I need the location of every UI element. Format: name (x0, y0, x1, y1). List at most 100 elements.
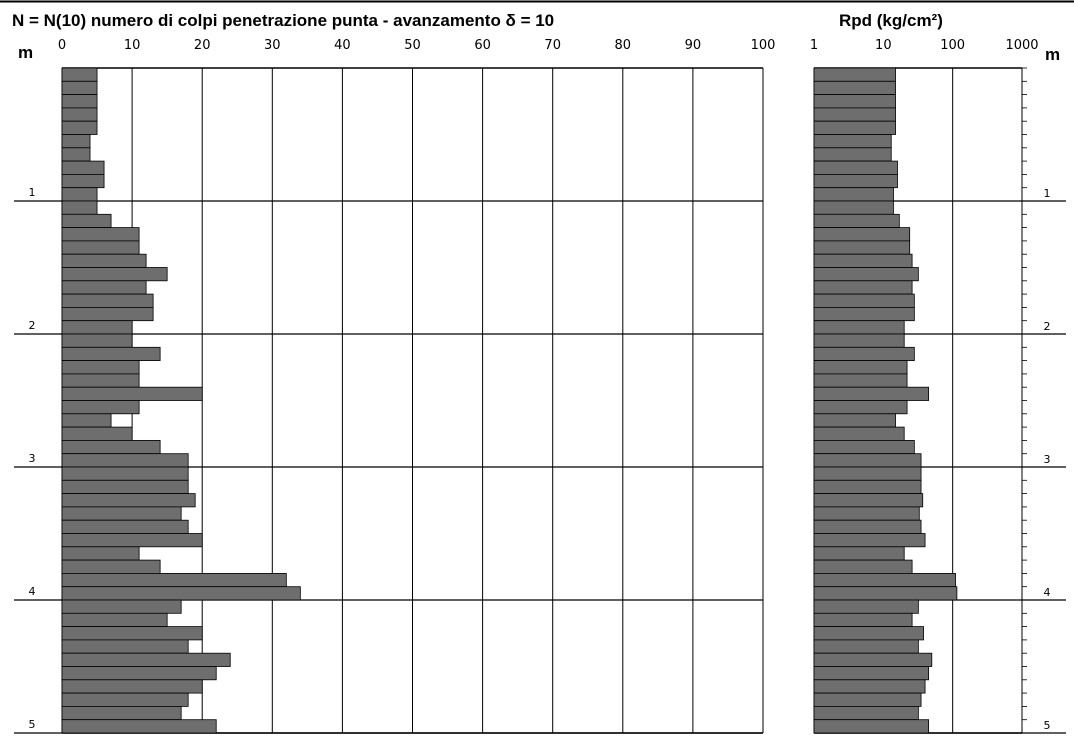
n10-bar (61, 413, 112, 428)
rpd-bar (813, 479, 922, 494)
n10-bar (61, 439, 161, 455)
n10-bar (61, 506, 182, 521)
depth-tick-label: 1 (29, 186, 36, 199)
n10-bar (61, 666, 217, 681)
rpd-bar (813, 267, 919, 282)
n10-bar (61, 107, 98, 122)
depth-tick-label: 5 (29, 718, 36, 731)
n10-bar (61, 253, 147, 268)
rpd-bar (813, 120, 896, 135)
depth-tick-label: 4 (29, 585, 36, 598)
rpd-bar (813, 533, 926, 548)
n10-bar (61, 120, 98, 135)
n10-bar (61, 426, 133, 441)
n10-bar (61, 227, 140, 242)
rpd-bar (813, 519, 922, 534)
rpd-bar (813, 333, 905, 348)
rpd-bar (813, 320, 905, 335)
rpd-bar (813, 147, 892, 162)
left-depth-unit-label: m (18, 43, 33, 62)
rpd-bar (813, 400, 908, 415)
rpd-bar (813, 626, 924, 641)
n10-bar (61, 346, 161, 361)
n10-bar (61, 267, 168, 282)
n10-bar (61, 706, 182, 721)
n10-bar (61, 453, 189, 468)
rpd-bar (813, 559, 913, 574)
rpd-bar (813, 386, 930, 401)
n10-bar (61, 479, 189, 494)
n10-bar (61, 626, 203, 641)
n10-bar (61, 586, 301, 601)
n10-bar (61, 652, 231, 667)
rpd-bar (813, 187, 894, 202)
rpd-bar (813, 586, 958, 601)
rpd-bar (813, 80, 896, 96)
x-tick-label: 0 (58, 38, 66, 53)
x-tick-label: 40 (334, 38, 351, 53)
depth-tick-label: 1 (1044, 187, 1051, 200)
depth-tick-label: 4 (1044, 586, 1051, 599)
n10-bar (61, 599, 182, 614)
rpd-bar (813, 293, 915, 308)
rpd-bar (813, 360, 908, 375)
n10-bar (61, 293, 154, 308)
rpd-bar (813, 253, 913, 268)
depth-tick-label: 3 (29, 452, 36, 465)
n10-bar (61, 373, 140, 388)
x-tick-label: 100 (940, 38, 965, 53)
rpd-bar (813, 426, 905, 441)
n10-bar (61, 533, 203, 548)
rpd-resistance-panel: 1 10 100 1000 1 2 3 4 5 (810, 38, 1066, 734)
n10-bar (61, 719, 217, 734)
rpd-bar (813, 346, 915, 361)
n10-bar (61, 240, 140, 255)
rpd-bar (813, 306, 915, 322)
n10-bar (61, 360, 140, 375)
n10-bar (61, 187, 98, 202)
rpd-bar (813, 67, 896, 82)
x-tick-label: 60 (474, 38, 491, 53)
x-tick-label: 70 (544, 38, 561, 53)
rpd-bar (813, 94, 896, 109)
rpd-bar (813, 692, 922, 707)
rpd-bar (813, 506, 920, 521)
rpd-bar (813, 240, 911, 255)
depth-tick-label: 2 (29, 319, 36, 332)
n10-bar (61, 466, 189, 481)
rpd-bar (813, 493, 924, 508)
rpd-bar (813, 466, 922, 481)
x-tick-label: 10 (875, 38, 892, 53)
n10-bar (61, 546, 140, 561)
right-depth-unit-label: m (1045, 45, 1060, 64)
x-tick-label: 10 (124, 38, 141, 53)
rpd-bar (813, 160, 898, 175)
rpd-bar (813, 573, 956, 588)
n10-bar (61, 573, 287, 588)
n10-bar (61, 200, 98, 215)
depth-tick-label: 5 (1044, 719, 1051, 732)
rpd-bar (813, 706, 919, 721)
rpd-bar (813, 373, 908, 388)
rpd-bar (813, 280, 913, 295)
n10-bar (61, 386, 203, 401)
rpd-bar (813, 413, 896, 428)
x-tick-label: 1 (810, 38, 818, 53)
rpd-bar (813, 213, 900, 229)
n10-bar (61, 519, 189, 534)
x-tick-label: 90 (685, 38, 702, 53)
n10-bar (61, 320, 133, 335)
rpd-bar (813, 612, 913, 627)
x-tick-label: 20 (194, 38, 211, 53)
n10-bar (61, 306, 154, 322)
n10-bar (61, 400, 140, 415)
rpd-bar (813, 719, 930, 734)
rpd-bar (813, 107, 896, 122)
n10-bar (61, 692, 189, 707)
rpd-bar (813, 599, 919, 614)
rpd-bar (813, 666, 930, 681)
rpd-bar (813, 652, 933, 667)
rpd-bar (813, 546, 905, 561)
rpd-bar (813, 200, 894, 215)
